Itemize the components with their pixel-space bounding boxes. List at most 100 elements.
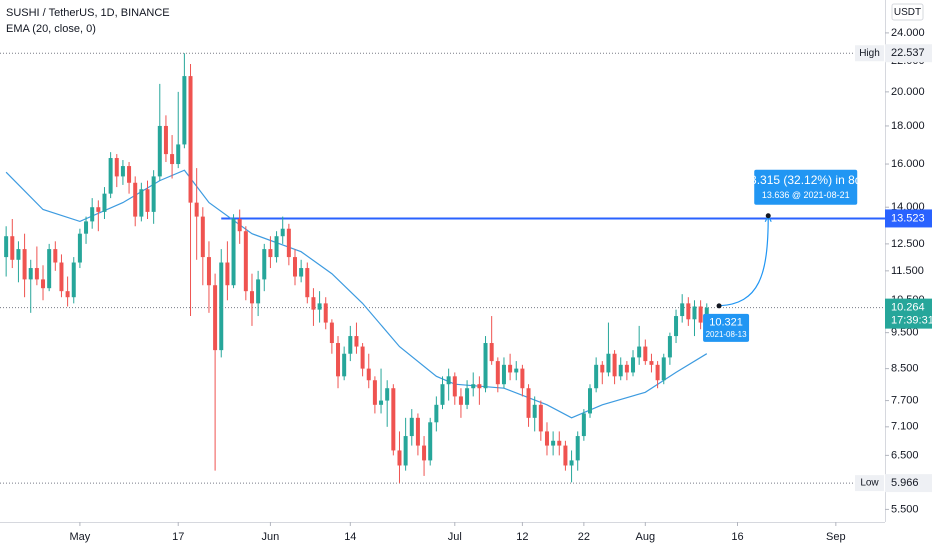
x-tick-label: Sep: [826, 531, 846, 543]
candle-body: [440, 384, 445, 405]
projection-label: 3.315 (32.12%) in 8d: [750, 173, 861, 187]
chart-title: SUSHI / TetherUS, 1D, BINANCE: [6, 7, 170, 19]
candle-body: [311, 297, 316, 310]
candle-body: [28, 268, 33, 280]
projection-start: [716, 303, 722, 309]
overlay: SUSHI / TetherUS, 1D, BINANCE EMA (20, c…: [6, 3, 932, 543]
x-tick-label: 14: [344, 531, 356, 543]
start-date: 2021-08-13: [706, 330, 747, 339]
x-tick-label: 16: [731, 531, 743, 543]
candle-body: [194, 202, 199, 217]
y-tick-label: 8.500: [891, 363, 919, 375]
candle-body: [65, 291, 70, 298]
candle-body: [360, 346, 365, 369]
last-price: 10.264: [891, 302, 925, 314]
candle-body: [256, 279, 261, 304]
candle-body: [594, 364, 599, 389]
candle-body: [434, 404, 439, 423]
candle-body: [59, 262, 64, 292]
candle-body: [53, 249, 58, 263]
candle-body: [624, 364, 629, 373]
candle-body: [354, 336, 359, 347]
low-label: Low: [860, 478, 879, 489]
candle-body: [514, 368, 519, 373]
candle-body: [698, 306, 703, 323]
low-value: 5.966: [891, 477, 919, 489]
candle-body: [274, 236, 279, 258]
candle-body: [606, 353, 611, 373]
candle-body: [409, 417, 414, 437]
projection-curve: [719, 215, 769, 307]
y-tick-label: 11.500: [891, 265, 924, 277]
candle-body: [680, 303, 685, 317]
candle-body: [643, 346, 648, 362]
projection-sublabel: 13.636 @ 2021-08-21: [762, 190, 850, 200]
projection-end: [765, 213, 771, 219]
candle-body: [348, 336, 353, 354]
candle-body: [225, 262, 230, 286]
candle-body: [77, 233, 82, 263]
candle-body: [532, 404, 537, 418]
y-tick-label: 9.500: [891, 327, 919, 339]
candle-body: [551, 440, 556, 446]
y-tick-label: 24.000: [891, 27, 925, 39]
candle-body: [102, 193, 107, 212]
candle-body: [200, 216, 205, 258]
candle-body: [237, 218, 242, 232]
candle-body: [508, 364, 513, 373]
candle-body: [145, 189, 150, 212]
candle-body: [268, 249, 273, 258]
candle-body: [649, 361, 654, 365]
candle-body: [84, 221, 89, 234]
candle-body: [231, 218, 236, 286]
candle-body: [336, 343, 341, 377]
x-tick-label: Jun: [262, 531, 280, 543]
candle-body: [544, 431, 549, 446]
candle-body: [489, 343, 494, 362]
candle-body: [465, 388, 470, 405]
candle-body: [446, 376, 451, 385]
candle-body: [96, 207, 101, 212]
candle-body: [188, 76, 193, 203]
candle-body: [612, 353, 617, 377]
candle-body: [581, 413, 586, 437]
candle-body: [655, 364, 660, 381]
candle-body: [108, 158, 113, 194]
candle-body: [637, 346, 642, 358]
label-box: [754, 169, 858, 205]
candle-body: [280, 228, 285, 237]
candle-body: [471, 384, 476, 389]
candle-body: [618, 364, 623, 377]
x-tick-label: 17: [172, 531, 184, 543]
candle-body: [526, 388, 531, 418]
x-tick-label: Jul: [448, 531, 462, 543]
candle-body: [563, 445, 568, 466]
x-tick-label: Aug: [636, 531, 656, 543]
candle-body: [206, 257, 211, 286]
candle-body: [692, 306, 697, 320]
candle-body: [299, 268, 304, 277]
candle-body: [323, 303, 328, 323]
candle-body: [243, 231, 248, 292]
candle-body: [686, 303, 691, 320]
candle-body: [477, 384, 482, 389]
candle-body: [391, 388, 396, 451]
y-tick-label: 20.000: [891, 86, 925, 98]
candle-body: [41, 279, 46, 289]
candle-body: [163, 125, 168, 155]
low-label-box: [855, 475, 884, 492]
candle-body: [176, 144, 181, 165]
high-value: 22.537: [891, 47, 925, 59]
candle-body: [139, 189, 144, 217]
candle-body: [415, 417, 420, 446]
hline-value: 13.523: [891, 212, 925, 224]
legend-entry: EMA (20, close, 0): [6, 23, 96, 35]
unit-box[interactable]: [891, 3, 924, 21]
candle-body: [674, 316, 679, 337]
x-tick-label: May: [70, 531, 91, 543]
candle-body: [219, 262, 224, 351]
candle-body: [342, 353, 347, 377]
candle-body: [366, 368, 371, 381]
